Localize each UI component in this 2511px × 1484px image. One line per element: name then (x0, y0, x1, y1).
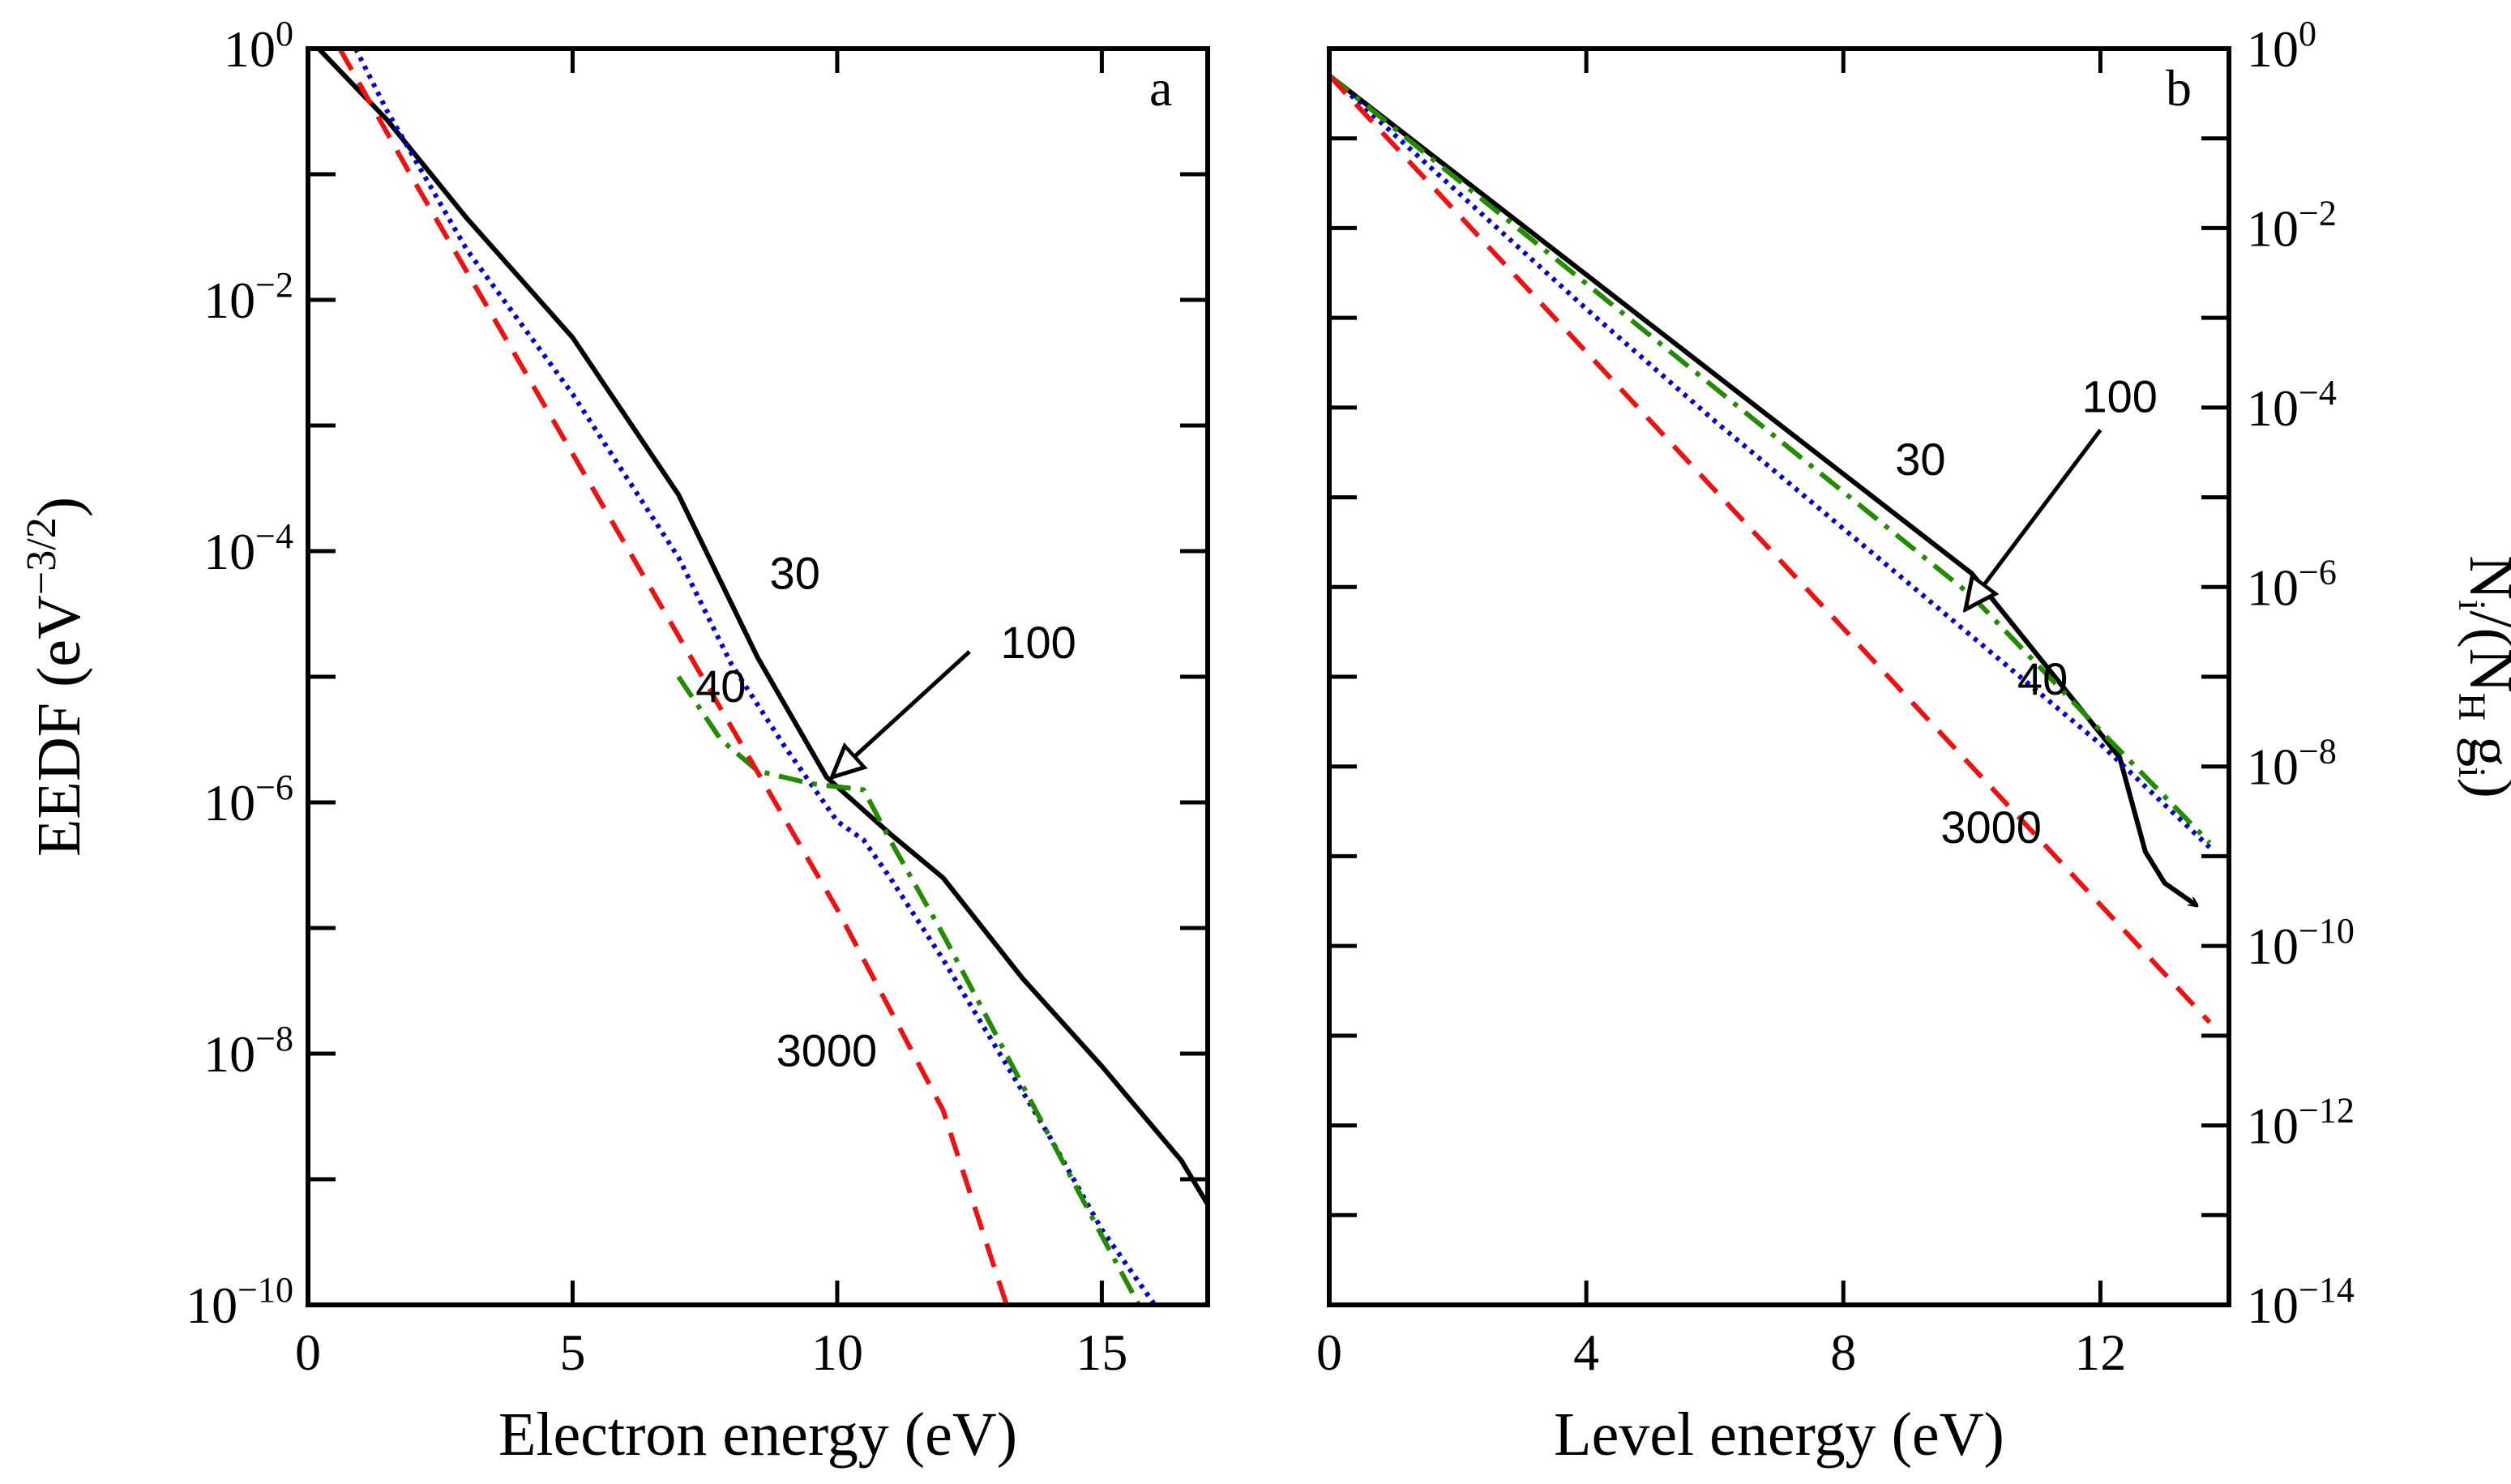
panel-a-x-axis-title: Electron energy (eV) (498, 1401, 1017, 1469)
panel-b-ytick-label: 10−2 (2247, 193, 2337, 257)
panel-b-xtick-labels: 0 4 8 12 (1316, 1324, 2126, 1381)
panel-b-y-axis-title-n: N (2457, 555, 2511, 600)
panel-b-series-3000 (1327, 74, 2212, 1024)
panel-b-ytick-label: 10−14 (2247, 1270, 2355, 1334)
panel-a-xtick-label: 5 (559, 1324, 585, 1381)
panel-b-ytick-label: 10−10 (2247, 911, 2355, 975)
panel-a-ytick-label: 10−10 (186, 1270, 293, 1334)
panel-a-curve-label-100: 100 (1000, 617, 1076, 668)
panel-a-y-axis-title: EEDF (eV−3/2) (19, 497, 93, 857)
panel-b-ytick-label: 10−4 (2247, 373, 2337, 437)
panel-b-curve-labels: 30 100 40 3000 (1895, 370, 2158, 852)
panel-b-ytick-labels: 100 10−2 10−4 10−6 10−8 10−10 10−12 10−14 (2247, 14, 2355, 1334)
panel-a-curve-labels: 30 40 100 3000 (695, 548, 1076, 1076)
panel-b-ytick-label: 10−6 (2247, 552, 2337, 616)
panel-b-y-axis-title-close: ) (2457, 778, 2511, 798)
panel-a-curves (316, 46, 1210, 1307)
panel-b-y-axis-title-mid2: g (2457, 721, 2511, 767)
panel-b-ytick-label: 100 (2247, 14, 2316, 78)
panel-a-ytick-label: 10−2 (203, 265, 293, 329)
panel-a-ytick-label: 10−4 (203, 516, 293, 580)
panel-a-xtick-label: 10 (811, 1324, 863, 1381)
panel-b: 0 4 8 12 100 10−2 10−4 10−6 10−8 10−10 10−12 10−14… (1316, 14, 2511, 1469)
panel-b-series-30 (1328, 73, 2197, 908)
panel-a-curve-label-40: 40 (695, 661, 746, 712)
panel-b-y-axis-title-sub3: i (2450, 767, 2493, 777)
panel-a-y-axis-title-close: ) (25, 497, 93, 517)
panel-a-ticks (306, 46, 1208, 1307)
panel-a-frame (306, 46, 1210, 1307)
panel-b-xtick-label: 8 (1830, 1324, 1856, 1381)
panel-b-label: b (2166, 59, 2192, 117)
panel-b-curve-label-40: 40 (2017, 653, 2068, 704)
panel-b-curve-label-100: 100 (2081, 370, 2157, 421)
panel-a-y-axis-title-base: EEDF (eV (25, 595, 93, 857)
panel-b-y-axis-title-sub2: H (2450, 693, 2493, 721)
panel-b-series-100 (1328, 73, 2212, 845)
panel-b-xtick-label: 0 (1316, 1324, 1342, 1381)
panel-b-ticks (1327, 46, 2229, 1307)
panel-b-y-axis-title-sub1: i (2450, 600, 2493, 610)
panel-b-ytick-label: 10−8 (2247, 732, 2337, 796)
panel-a-xtick-labels: 0 5 10 15 (295, 1324, 1127, 1381)
panel-a-ytick-label: 10−6 (203, 768, 293, 832)
panel-b-curve-label-3000: 3000 (1940, 802, 2042, 853)
panel-b-xtick-label: 4 (1573, 1324, 1599, 1381)
panel-b-x-axis-title: Level energy (eV) (1554, 1401, 2004, 1469)
panel-a-curve-label-3000: 3000 (776, 1025, 878, 1076)
panel-a-series-3000 (337, 47, 1009, 1306)
panel-b-series-40 (1327, 73, 2212, 849)
panel-a-y-axis-title-exp: −3/2 (19, 517, 65, 595)
panel-a-xtick-label: 15 (1076, 1324, 1127, 1381)
panel-b-y-axis-title: Ni/(NH gi) (2450, 555, 2511, 798)
panel-b-y-axis-title-mid: /(N (2457, 610, 2511, 692)
panel-a-series-100 (676, 675, 1141, 1307)
panel-a-ytick-label: 100 (224, 14, 293, 78)
panel-a-curve-label-30: 30 (770, 548, 820, 599)
panel-a-series-30 (316, 46, 1210, 1206)
panel-a-series-40 (353, 47, 1157, 1307)
panel-a-ytick-labels: 100 10−2 10−4 10−6 10−8 10−10 (186, 14, 293, 1334)
panel-a-label: a (1149, 59, 1172, 117)
panel-a-xtick-label: 0 (295, 1324, 321, 1381)
panel-b-frame (1327, 46, 2231, 1307)
panel-b-curve-label-30: 30 (1895, 434, 1945, 485)
panel-b-xtick-label: 12 (2074, 1324, 2126, 1381)
panel-a-ytick-label: 10−8 (203, 1019, 293, 1083)
panel-a-annotation-arrow (832, 650, 971, 777)
panel-b-annotation-arrow (1966, 429, 2102, 609)
panel-b-curves (1327, 73, 2212, 1024)
panel-b-ytick-label: 10−12 (2247, 1091, 2355, 1155)
